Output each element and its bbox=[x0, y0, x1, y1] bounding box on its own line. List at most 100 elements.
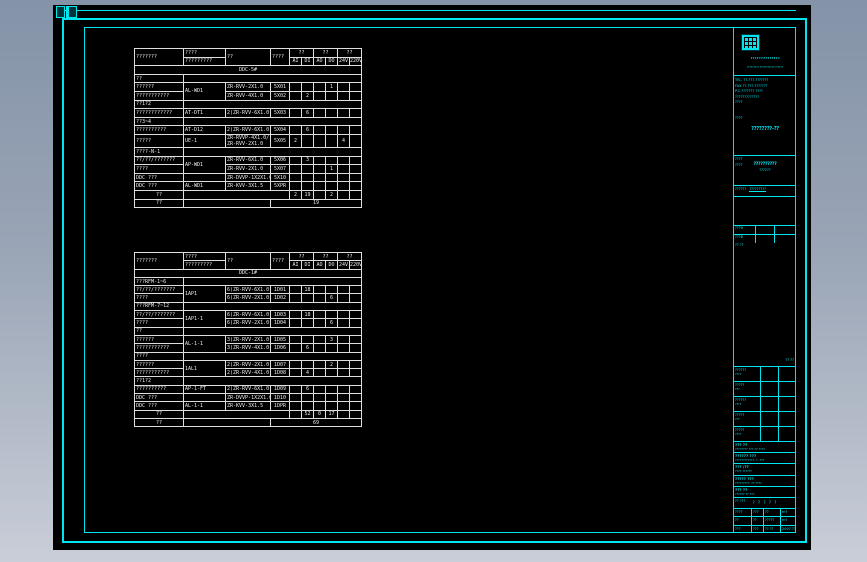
table-cell: 6(ZR-RVV-6X1.0) bbox=[225, 285, 271, 295]
info-row-text: ??? /?? bbox=[735, 464, 749, 470]
signature-label-cell: ???????? bbox=[734, 412, 761, 426]
table-cell bbox=[337, 189, 350, 200]
table-cell bbox=[183, 376, 362, 386]
certificate-label: ?????? bbox=[735, 187, 747, 191]
table-row: DDC ??? ZR-DVVP-1X2X1.0 5X10 bbox=[134, 172, 362, 183]
table-cell bbox=[313, 155, 326, 166]
table-cell: DO bbox=[325, 260, 338, 270]
signature-label-cell: ?????????? bbox=[734, 397, 761, 411]
table-cell: ZR-RVV-4X1.0 bbox=[225, 90, 271, 101]
table-row: ??3~4 bbox=[134, 116, 362, 127]
viewport-top-rule-line bbox=[59, 10, 796, 11]
table-cell: ?? bbox=[225, 252, 271, 270]
table-cell: ?? bbox=[289, 251, 314, 262]
table-cell bbox=[325, 172, 338, 183]
drawing-sheet[interactable]: ???????????????????????????????? AI DI AO DO… bbox=[53, 5, 811, 550]
company-logo-icon bbox=[741, 34, 760, 51]
signature-empty-cell bbox=[779, 397, 796, 411]
signature-rows: ????????????????????????????????????????… bbox=[734, 366, 796, 441]
table-cell bbox=[301, 172, 314, 183]
table-cell bbox=[289, 401, 302, 411]
table-cell: ?? bbox=[313, 48, 338, 58]
table-cell bbox=[337, 90, 350, 101]
table-cell: ????????? bbox=[183, 56, 226, 67]
approval-grid-cell bbox=[756, 235, 775, 243]
table-cell bbox=[337, 401, 350, 411]
table-cell: ?? bbox=[337, 251, 362, 262]
scale-date-cell: ???? bbox=[734, 509, 752, 517]
table-cell bbox=[313, 293, 326, 303]
table-cell bbox=[349, 359, 362, 370]
table-cell: AP-WD1 bbox=[183, 155, 226, 174]
table-cell bbox=[183, 198, 271, 209]
table-row: ??????????? 3(ZR-RVV-4X1.0) 1D06 6 bbox=[134, 343, 362, 353]
table-cell: DDC ??? bbox=[134, 401, 184, 411]
table-cell: 6 bbox=[325, 293, 338, 303]
table-cell bbox=[289, 318, 302, 328]
table-cell: AT-D12 bbox=[183, 125, 226, 135]
scale-date-cell: ?? bbox=[734, 517, 752, 525]
table-cell: AO bbox=[313, 260, 326, 270]
address-line: P.C.??????? ???? bbox=[735, 89, 763, 93]
table-cell: 1D05 bbox=[270, 334, 290, 345]
table-cell: 3 bbox=[301, 155, 314, 166]
table-cell: ZR-DVVP-1X2X1.0 bbox=[225, 172, 271, 183]
drawing-subtitle: ???2?? bbox=[759, 168, 771, 172]
table-row: ???? bbox=[134, 351, 362, 361]
table-cell: ??????? bbox=[134, 252, 184, 270]
table-cell: 3(ZR-RVV-4X1.0) bbox=[225, 343, 271, 353]
signature-empty-cell bbox=[761, 367, 779, 381]
table-cell bbox=[313, 133, 326, 148]
table-row: ?? 19 bbox=[134, 198, 362, 209]
table-cell bbox=[289, 409, 302, 419]
table-cell bbox=[337, 359, 350, 370]
address-line: ????????????? bbox=[735, 94, 760, 99]
table-row: ???? ZR-RVV-2X1.0 5X07 1 bbox=[134, 164, 362, 174]
signature-row: ???????? bbox=[734, 411, 796, 426]
approval-grid-cell bbox=[775, 235, 796, 243]
scale-date-cell: ?? bbox=[764, 509, 781, 517]
table-cell: 1D09 bbox=[270, 384, 290, 395]
table-cell: ????? bbox=[134, 133, 184, 148]
table-cell: ?????? bbox=[134, 82, 184, 92]
table-cell: DDC ??? bbox=[134, 393, 184, 403]
table-cell bbox=[183, 301, 362, 312]
table-cell: 1D06 bbox=[270, 343, 290, 353]
table-cell bbox=[337, 310, 350, 320]
table-row: ?????????? AP-1-FT 2(ZR-RVV-6X1.0) 1D09 6 bbox=[134, 384, 362, 395]
table-cell: 1D04 bbox=[270, 318, 290, 328]
table-cell bbox=[301, 181, 314, 191]
table-cell: ?? bbox=[134, 198, 184, 209]
approval-grid-cell: ???B bbox=[734, 235, 756, 243]
table-cell: 1 bbox=[325, 82, 338, 92]
table-cell bbox=[183, 146, 362, 157]
info-row: ??? ???????? ?? ??? bbox=[734, 485, 796, 497]
table-cell bbox=[313, 181, 326, 191]
drawing-title-section: ???? ???? ?????????? ???2?? bbox=[734, 155, 796, 185]
table-cell bbox=[325, 343, 338, 353]
signature-label: ?????? bbox=[735, 398, 747, 402]
table-cell bbox=[301, 401, 314, 411]
table-cell bbox=[325, 133, 338, 148]
table-cell bbox=[183, 276, 362, 287]
table-cell bbox=[183, 393, 226, 403]
corner-note: ?? ?? bbox=[785, 358, 794, 362]
table-cell: 4 bbox=[337, 133, 350, 148]
table-row: DDC-5# bbox=[134, 65, 362, 75]
table-cell bbox=[301, 293, 314, 303]
table-cell: 2(ZR-RVV-6X1.0) bbox=[225, 108, 271, 118]
table-row: ????? UE-1 ZR-RVVP-4X1.0/ZR-RVV-2X1.0 5X05 2… bbox=[134, 133, 362, 148]
table-cell bbox=[337, 172, 350, 183]
table-cell bbox=[301, 133, 314, 148]
table-cell bbox=[289, 108, 302, 118]
series-center-text: ? ? ? ? ? bbox=[752, 500, 778, 505]
signature-empty-cell bbox=[761, 397, 779, 411]
table-cell: 6 bbox=[325, 318, 338, 328]
table-row: ??????????? ZR-RVV-4X1.0 5X02 2 bbox=[134, 90, 362, 101]
table-cell: DDC ??? bbox=[134, 172, 184, 183]
table-cell: 5X02 bbox=[270, 90, 290, 101]
empty-box bbox=[734, 196, 796, 225]
info-rows: ??? ?????????? ??? ?? ?????????? ???????… bbox=[734, 441, 796, 497]
signature-label: ????? bbox=[735, 428, 745, 432]
